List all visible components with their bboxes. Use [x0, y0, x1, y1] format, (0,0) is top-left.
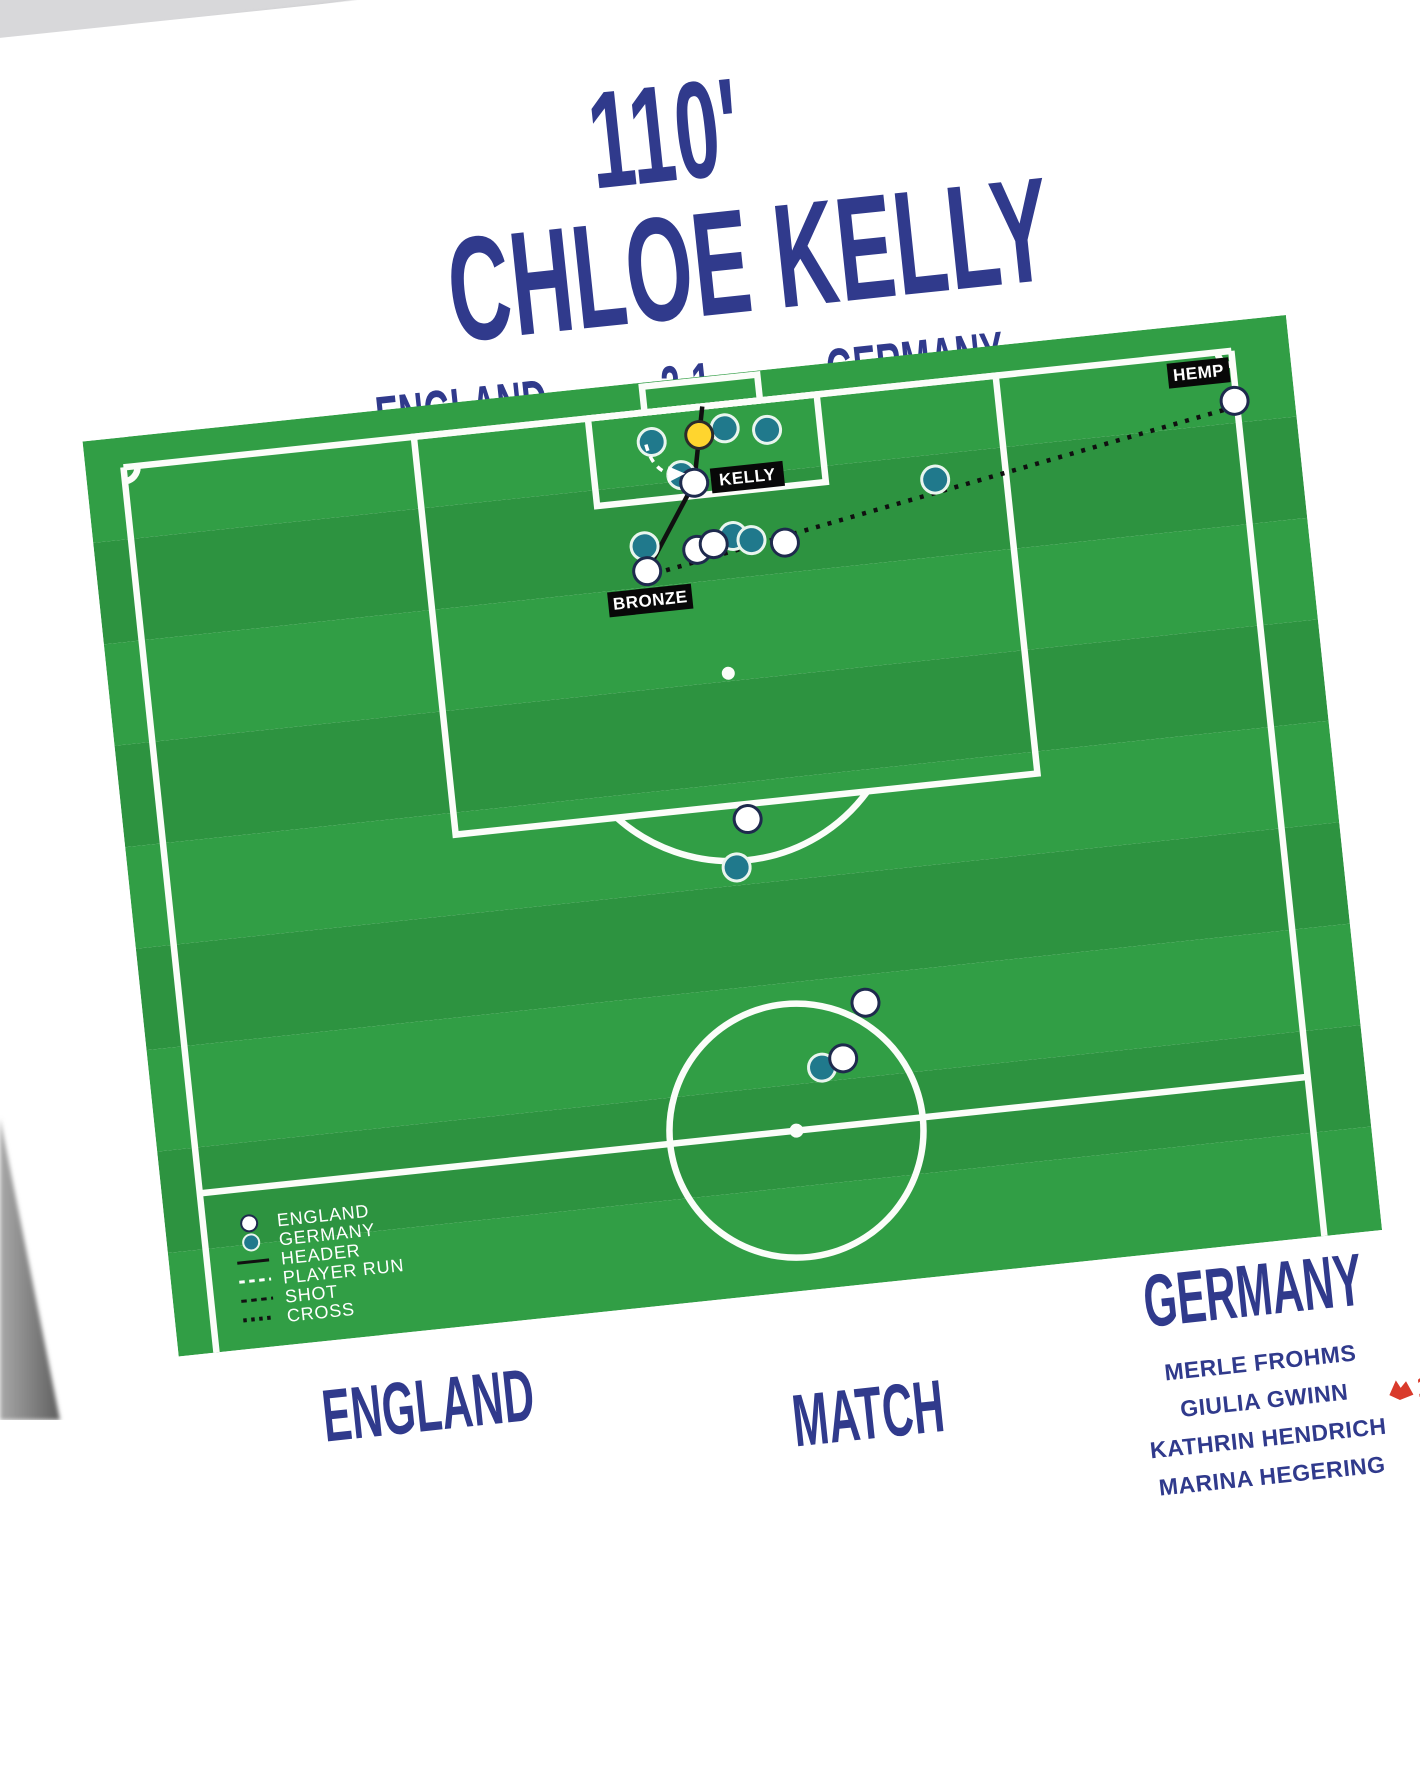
- england-marker: [732, 804, 763, 835]
- germany-marker: [709, 413, 740, 444]
- center-circle: [666, 1000, 927, 1261]
- corner-arc-left: [124, 465, 141, 485]
- footer-away-heading: GERMANY MERLE FROHMS GIULIA GWINN KATHRI…: [1055, 1234, 1420, 1515]
- legend-white-dash: [239, 1277, 272, 1284]
- germany-marker: [752, 414, 783, 445]
- england-marker: [679, 467, 710, 498]
- penalty-spot: [721, 666, 735, 680]
- legend-solid-line: [237, 1258, 270, 1265]
- poster-left-shadow: [0, 1118, 60, 1420]
- pitch-markings: [120, 347, 1328, 1353]
- legend-black-dash: [241, 1296, 274, 1303]
- bird-icon: [1389, 1380, 1414, 1401]
- run-arrow-icon: [668, 466, 686, 483]
- ball-marker: [684, 419, 715, 450]
- germany-marker: [920, 464, 951, 495]
- player-label-bg: [607, 583, 694, 618]
- center-spot: [789, 1123, 804, 1138]
- player-label-bg: [1166, 357, 1231, 389]
- england-marker: [850, 987, 881, 1018]
- footer-home-heading: ENGLAND: [318, 1352, 538, 1458]
- germany-marker: [721, 852, 752, 883]
- left-touchline: [120, 467, 220, 1353]
- germany-marker: [736, 525, 767, 556]
- halfway-line: [199, 1073, 1308, 1197]
- away-lineup: MERLE FROHMS GIULIA GWINN KATHRIN HENDRI…: [1064, 1323, 1420, 1515]
- legend-black-dots: [243, 1315, 276, 1323]
- player-label-bg: [709, 460, 786, 494]
- germany-marker: [636, 426, 667, 457]
- england-marker: [828, 1043, 859, 1074]
- england-marker: [1219, 385, 1250, 416]
- footer-match-heading: MATCH: [788, 1363, 949, 1463]
- legend-germany-dot: [242, 1233, 261, 1252]
- player-run-layer: [644, 444, 686, 483]
- watermark-number: 10: [1415, 1367, 1420, 1405]
- cross-path: [660, 407, 1225, 574]
- england-marker: [632, 556, 663, 587]
- right-touchline: [1228, 350, 1328, 1237]
- legend-england-dot: [240, 1214, 259, 1233]
- run-path: [644, 444, 672, 476]
- england-marker: [769, 527, 800, 558]
- scene: { "header": { "minute": "110'", "player"…: [0, 0, 1420, 1501]
- england-marker: [698, 529, 729, 560]
- watermark: 10: [1385, 1368, 1420, 1408]
